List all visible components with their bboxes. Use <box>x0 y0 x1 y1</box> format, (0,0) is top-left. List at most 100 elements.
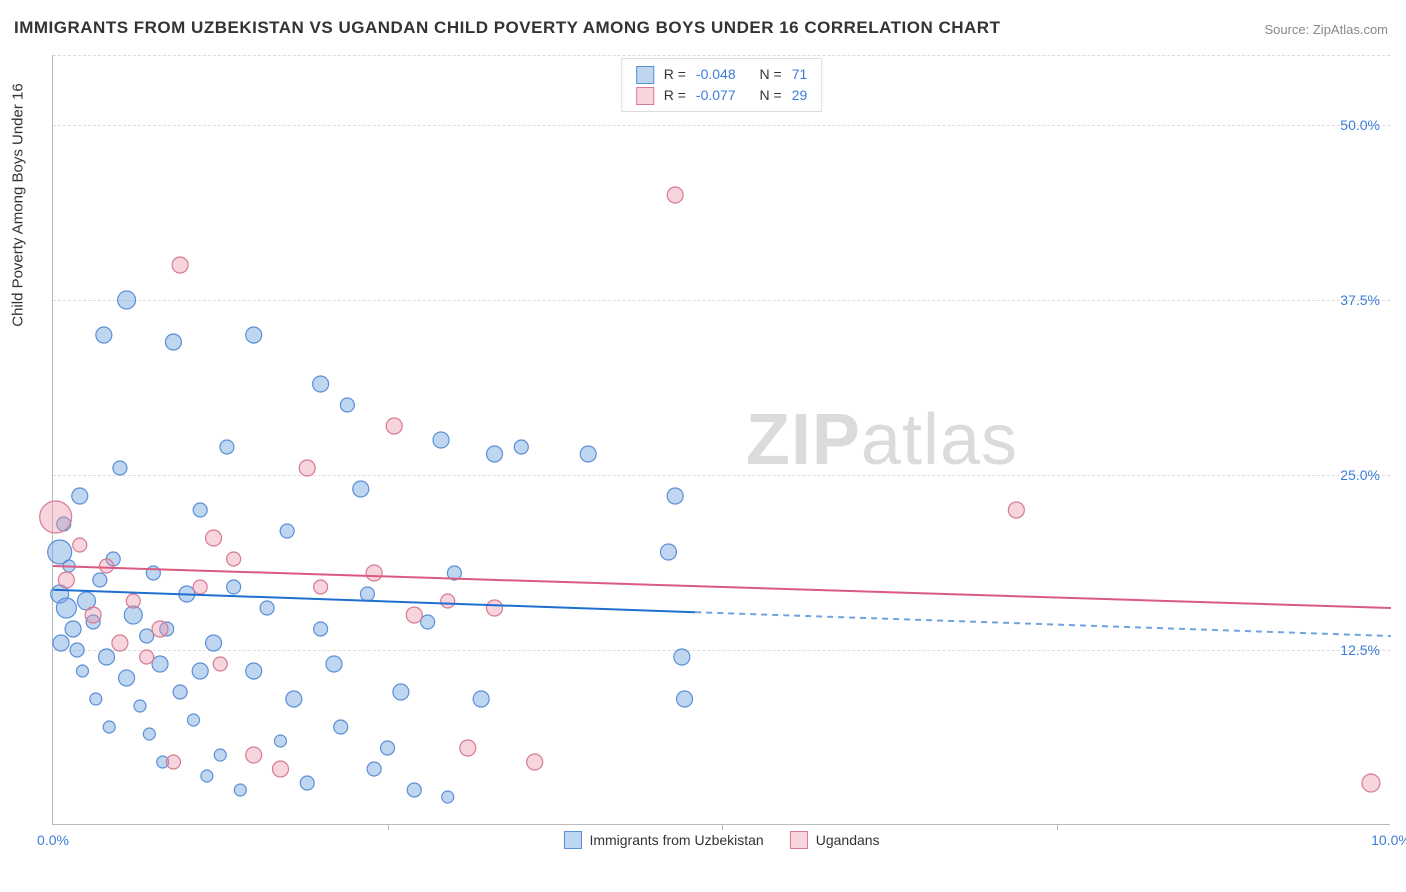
data-point <box>40 501 72 533</box>
chart-plot-area: ZIPatlas R = -0.048 N = 71 R = -0.077 N … <box>52 55 1390 825</box>
data-point <box>53 635 69 651</box>
data-point <box>165 334 181 350</box>
swatch-pink-bottom <box>790 831 808 849</box>
data-point <box>246 327 262 343</box>
x-tick-mark <box>1057 824 1058 830</box>
data-point <box>206 530 222 546</box>
data-point <box>433 432 449 448</box>
data-point <box>56 598 76 618</box>
data-point <box>366 565 382 581</box>
legend-row-pink: R = -0.077 N = 29 <box>636 85 808 106</box>
data-point <box>660 544 676 560</box>
data-point <box>126 594 140 608</box>
data-point <box>58 572 74 588</box>
data-point <box>227 580 241 594</box>
data-point <box>65 621 81 637</box>
legend-item-uzbekistan: Immigrants from Uzbekistan <box>563 831 763 849</box>
data-point <box>514 440 528 454</box>
data-point <box>70 643 84 657</box>
source-label: Source: ZipAtlas.com <box>1264 22 1388 37</box>
data-point <box>421 615 435 629</box>
data-point <box>201 770 213 782</box>
data-point <box>353 481 369 497</box>
data-point <box>360 587 374 601</box>
data-point <box>173 685 187 699</box>
data-point <box>246 663 262 679</box>
data-point <box>220 440 234 454</box>
series-legend: Immigrants from Uzbekistan Ugandans <box>563 831 879 849</box>
data-point <box>172 257 188 273</box>
data-point <box>213 657 227 671</box>
data-point <box>72 488 88 504</box>
data-point <box>246 747 262 763</box>
data-point <box>99 649 115 665</box>
data-point <box>487 600 503 616</box>
correlation-legend: R = -0.048 N = 71 R = -0.077 N = 29 <box>621 58 823 112</box>
x-tick-label: 0.0% <box>37 832 69 848</box>
trend-line-dashed <box>695 612 1391 636</box>
data-point <box>487 446 503 462</box>
data-point <box>90 693 102 705</box>
swatch-pink <box>636 87 654 105</box>
data-point <box>667 488 683 504</box>
data-point <box>406 607 422 623</box>
data-point <box>272 761 288 777</box>
data-point <box>473 691 489 707</box>
data-point <box>93 573 107 587</box>
swatch-blue <box>636 66 654 84</box>
legend-row-blue: R = -0.048 N = 71 <box>636 64 808 85</box>
data-point <box>280 524 294 538</box>
data-point <box>134 700 146 712</box>
data-point <box>386 418 402 434</box>
data-point <box>286 691 302 707</box>
data-point <box>313 376 329 392</box>
data-point <box>140 629 154 643</box>
data-point <box>192 663 208 679</box>
data-point <box>234 784 246 796</box>
scatter-svg <box>53 55 1390 824</box>
data-point <box>300 776 314 790</box>
data-point <box>152 656 168 672</box>
data-point <box>260 601 274 615</box>
x-tick-label: 10.0% <box>1371 832 1406 848</box>
legend-item-ugandans: Ugandans <box>790 831 880 849</box>
data-point <box>103 721 115 733</box>
data-point <box>314 622 328 636</box>
data-point <box>334 720 348 734</box>
data-point <box>667 187 683 203</box>
data-point <box>227 552 241 566</box>
data-point <box>367 762 381 776</box>
data-point <box>187 714 199 726</box>
data-point <box>76 665 88 677</box>
swatch-blue-bottom <box>563 831 581 849</box>
data-point <box>393 684 409 700</box>
data-point <box>193 580 207 594</box>
data-point <box>442 791 454 803</box>
data-point <box>152 621 168 637</box>
trend-line <box>53 566 1391 608</box>
data-point <box>314 580 328 594</box>
x-tick-mark <box>388 824 389 830</box>
data-point <box>124 606 142 624</box>
data-point <box>118 291 136 309</box>
data-point <box>677 691 693 707</box>
data-point <box>274 735 286 747</box>
data-point <box>580 446 596 462</box>
data-point <box>85 607 101 623</box>
data-point <box>299 460 315 476</box>
data-point <box>214 749 226 761</box>
data-point <box>674 649 690 665</box>
data-point <box>100 559 114 573</box>
x-tick-mark <box>722 824 723 830</box>
data-point <box>441 594 455 608</box>
data-point <box>340 398 354 412</box>
data-point <box>326 656 342 672</box>
data-point <box>140 650 154 664</box>
data-point <box>1362 774 1380 792</box>
data-point <box>381 741 395 755</box>
data-point <box>460 740 476 756</box>
data-point <box>96 327 112 343</box>
data-point <box>73 538 87 552</box>
data-point <box>113 461 127 475</box>
data-point <box>112 635 128 651</box>
